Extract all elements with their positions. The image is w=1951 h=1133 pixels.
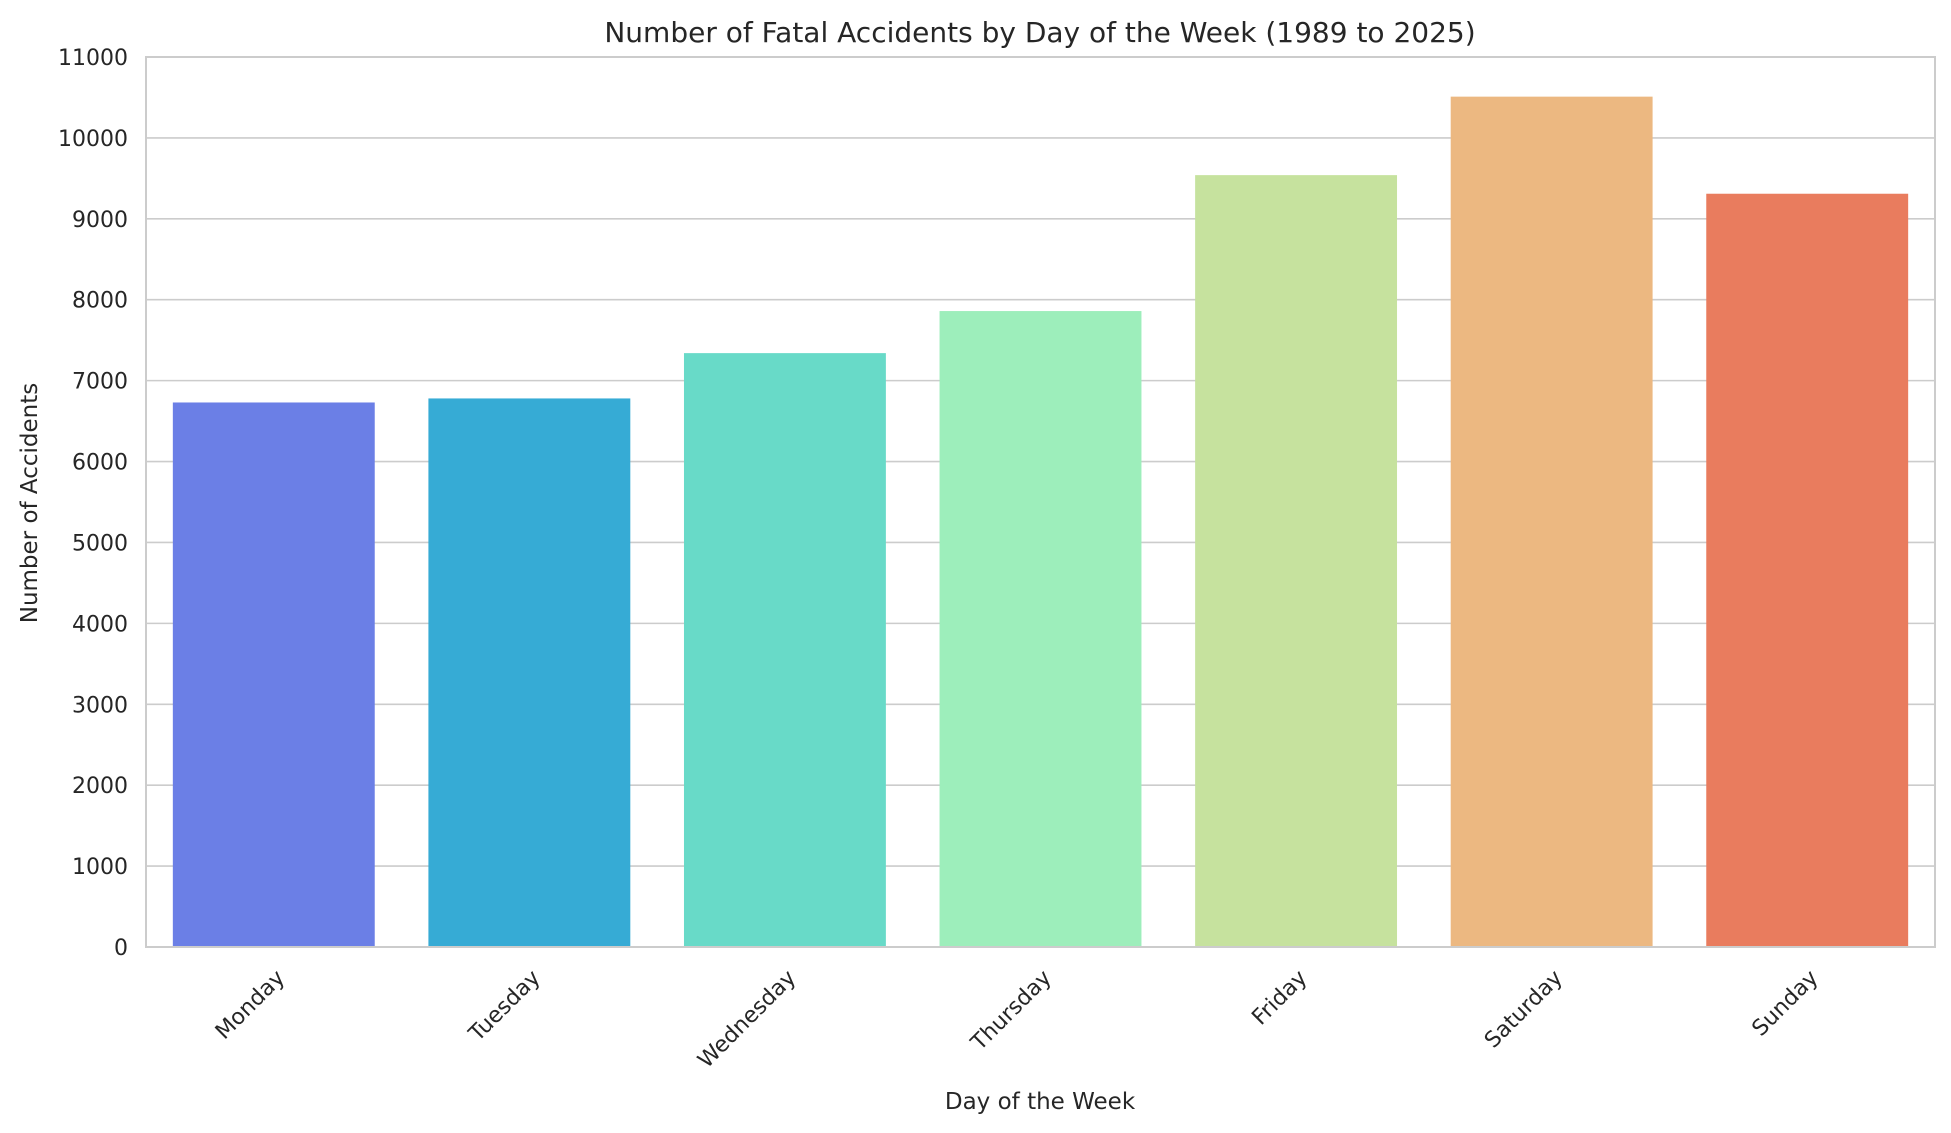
y-tick-label: 2000 [72,774,128,799]
y-tick-label: 7000 [72,370,128,395]
bar-monday [172,402,375,947]
chart-title: Number of Fatal Accidents by Day of the … [604,16,1475,49]
y-tick-label: 11000 [58,46,128,71]
y-tick-label: 5000 [72,531,128,556]
y-axis-label: Number of Accidents [17,383,43,624]
y-tick-label: 3000 [72,693,128,718]
bar-sunday [1706,193,1909,948]
x-tick-label: Tuesday [464,966,546,1048]
x-tick-label: Thursday [966,966,1057,1057]
y-tick-label: 0 [114,936,128,961]
y-tick-label: 8000 [72,289,128,314]
x-tick-label: Saturday [1480,966,1568,1054]
bars [172,96,1909,948]
y-tick-label: 4000 [72,612,128,637]
x-tick-label: Friday [1247,966,1312,1031]
x-tick-labels: Monday Tuesday Wednesday Thursday Friday Satu… [211,966,1824,1074]
x-tick-label: Wednesday [693,966,801,1074]
x-axis-label: Day of the Week [945,1089,1136,1115]
y-tick-label: 10000 [58,127,128,152]
bar-friday [1195,175,1398,948]
y-tick-label: 9000 [72,208,128,233]
y-tick-label: 6000 [72,451,128,476]
x-tick-label: Sunday [1748,966,1824,1042]
y-tick-labels: 0 1000 2000 3000 4000 5000 6000 7000 8000 9000 100… [58,46,128,961]
bar-saturday [1450,96,1653,948]
bar-wednesday [683,353,886,947]
y-tick-label: 1000 [72,855,128,880]
bar-thursday [939,311,1142,947]
x-tick-label: Monday [211,966,290,1045]
plot-frame [145,56,1936,948]
bar-tuesday [428,398,631,947]
